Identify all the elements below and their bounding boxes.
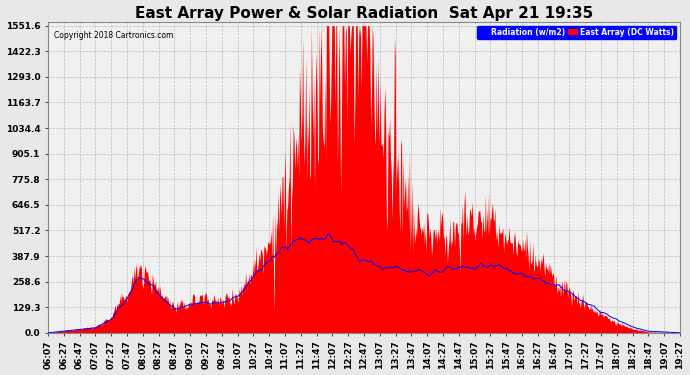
Text: Copyright 2018 Cartronics.com: Copyright 2018 Cartronics.com xyxy=(55,31,174,40)
Title: East Array Power & Solar Radiation  Sat Apr 21 19:35: East Array Power & Solar Radiation Sat A… xyxy=(135,6,593,21)
Legend: Radiation (w/m2), East Array (DC Watts): Radiation (w/m2), East Array (DC Watts) xyxy=(477,26,676,39)
